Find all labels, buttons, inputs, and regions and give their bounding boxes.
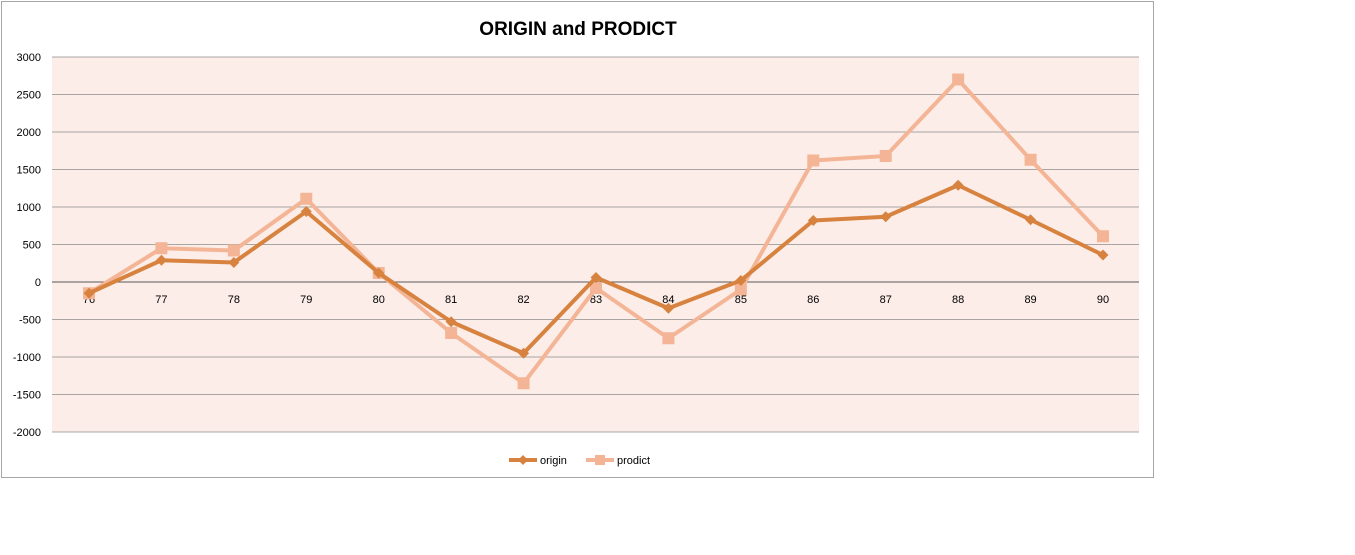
data-point-origin xyxy=(662,302,674,314)
y-tick-label: -2000 xyxy=(13,427,41,439)
y-tick-label: 2500 xyxy=(17,90,41,102)
x-tick-label: 86 xyxy=(807,294,819,306)
data-point-origin xyxy=(373,267,385,279)
data-point-origin xyxy=(590,272,602,283)
data-point-origin xyxy=(952,179,964,191)
data-point-prodict xyxy=(662,332,675,345)
y-tick-label: -1000 xyxy=(13,352,41,364)
data-point-origin xyxy=(155,254,167,266)
y-tick-label: -1500 xyxy=(13,390,41,402)
x-tick-label: 88 xyxy=(952,294,964,306)
data-point-prodict xyxy=(952,73,965,86)
chart-title: ORIGIN and PRODICT xyxy=(479,19,677,40)
data-point-origin xyxy=(880,211,892,223)
y-tick-label: 0 xyxy=(35,277,41,289)
data-point-prodict xyxy=(590,282,602,294)
x-tick-label: 89 xyxy=(1024,294,1036,306)
y-tick-label: 2000 xyxy=(17,127,41,139)
data-point-prodict xyxy=(155,242,168,255)
data-point-origin xyxy=(228,257,240,268)
x-tick-label: 84 xyxy=(662,294,674,306)
data-point-prodict xyxy=(445,327,458,339)
data-point-origin xyxy=(735,275,747,286)
data-point-prodict xyxy=(734,283,747,296)
x-tick-label: 83 xyxy=(590,294,602,306)
x-tick-label: 80 xyxy=(373,294,385,306)
chart-frame: ORIGIN and PRODICT 3000 2500 2000 1500 1000 5… xyxy=(1,1,1154,478)
data-point-origin xyxy=(518,347,530,359)
y-tick-label: 1000 xyxy=(17,202,41,214)
x-tick-label: 79 xyxy=(300,294,312,306)
legend-marker-origin xyxy=(518,455,528,465)
x-tick-label: 82 xyxy=(517,294,529,306)
data-point-prodict xyxy=(1024,153,1037,166)
y-tick-label: 1500 xyxy=(17,165,41,177)
data-point-prodict xyxy=(879,150,892,162)
y-tick-label: 500 xyxy=(23,240,41,252)
x-tick-label: 90 xyxy=(1097,294,1109,306)
data-point-prodict xyxy=(227,244,240,257)
x-tick-label: 87 xyxy=(880,294,892,306)
data-point-prodict xyxy=(1097,230,1109,243)
legend: origin prodict xyxy=(509,455,650,467)
y-tick-label: 3000 xyxy=(17,52,41,64)
data-point-origin xyxy=(1025,214,1037,226)
data-point-origin xyxy=(807,215,819,226)
legend-label-origin: origin xyxy=(540,455,567,467)
legend-marker-prodict xyxy=(595,455,605,465)
data-point-origin xyxy=(83,287,95,299)
data-point-prodict xyxy=(517,377,530,390)
data-point-origin xyxy=(1097,249,1109,261)
data-point-origin xyxy=(445,316,457,328)
data-point-prodict xyxy=(807,154,820,167)
plot-area: 3000 2500 2000 1500 1000 500 0 -500 -1000 -1500 -2… xyxy=(13,52,1139,439)
line-chart: ORIGIN and PRODICT 3000 2500 2000 1500 1000 5… xyxy=(13,19,1139,467)
data-point-origin xyxy=(300,206,312,217)
data-point-prodict xyxy=(300,192,313,205)
y-tick-label: -500 xyxy=(19,315,41,327)
x-tick-label: 78 xyxy=(228,294,240,306)
legend-label-prodict: prodict xyxy=(617,455,650,467)
x-tick-label: 81 xyxy=(445,294,457,306)
x-tick-label: 77 xyxy=(155,294,167,306)
x-tick-label: 85 xyxy=(735,294,747,306)
